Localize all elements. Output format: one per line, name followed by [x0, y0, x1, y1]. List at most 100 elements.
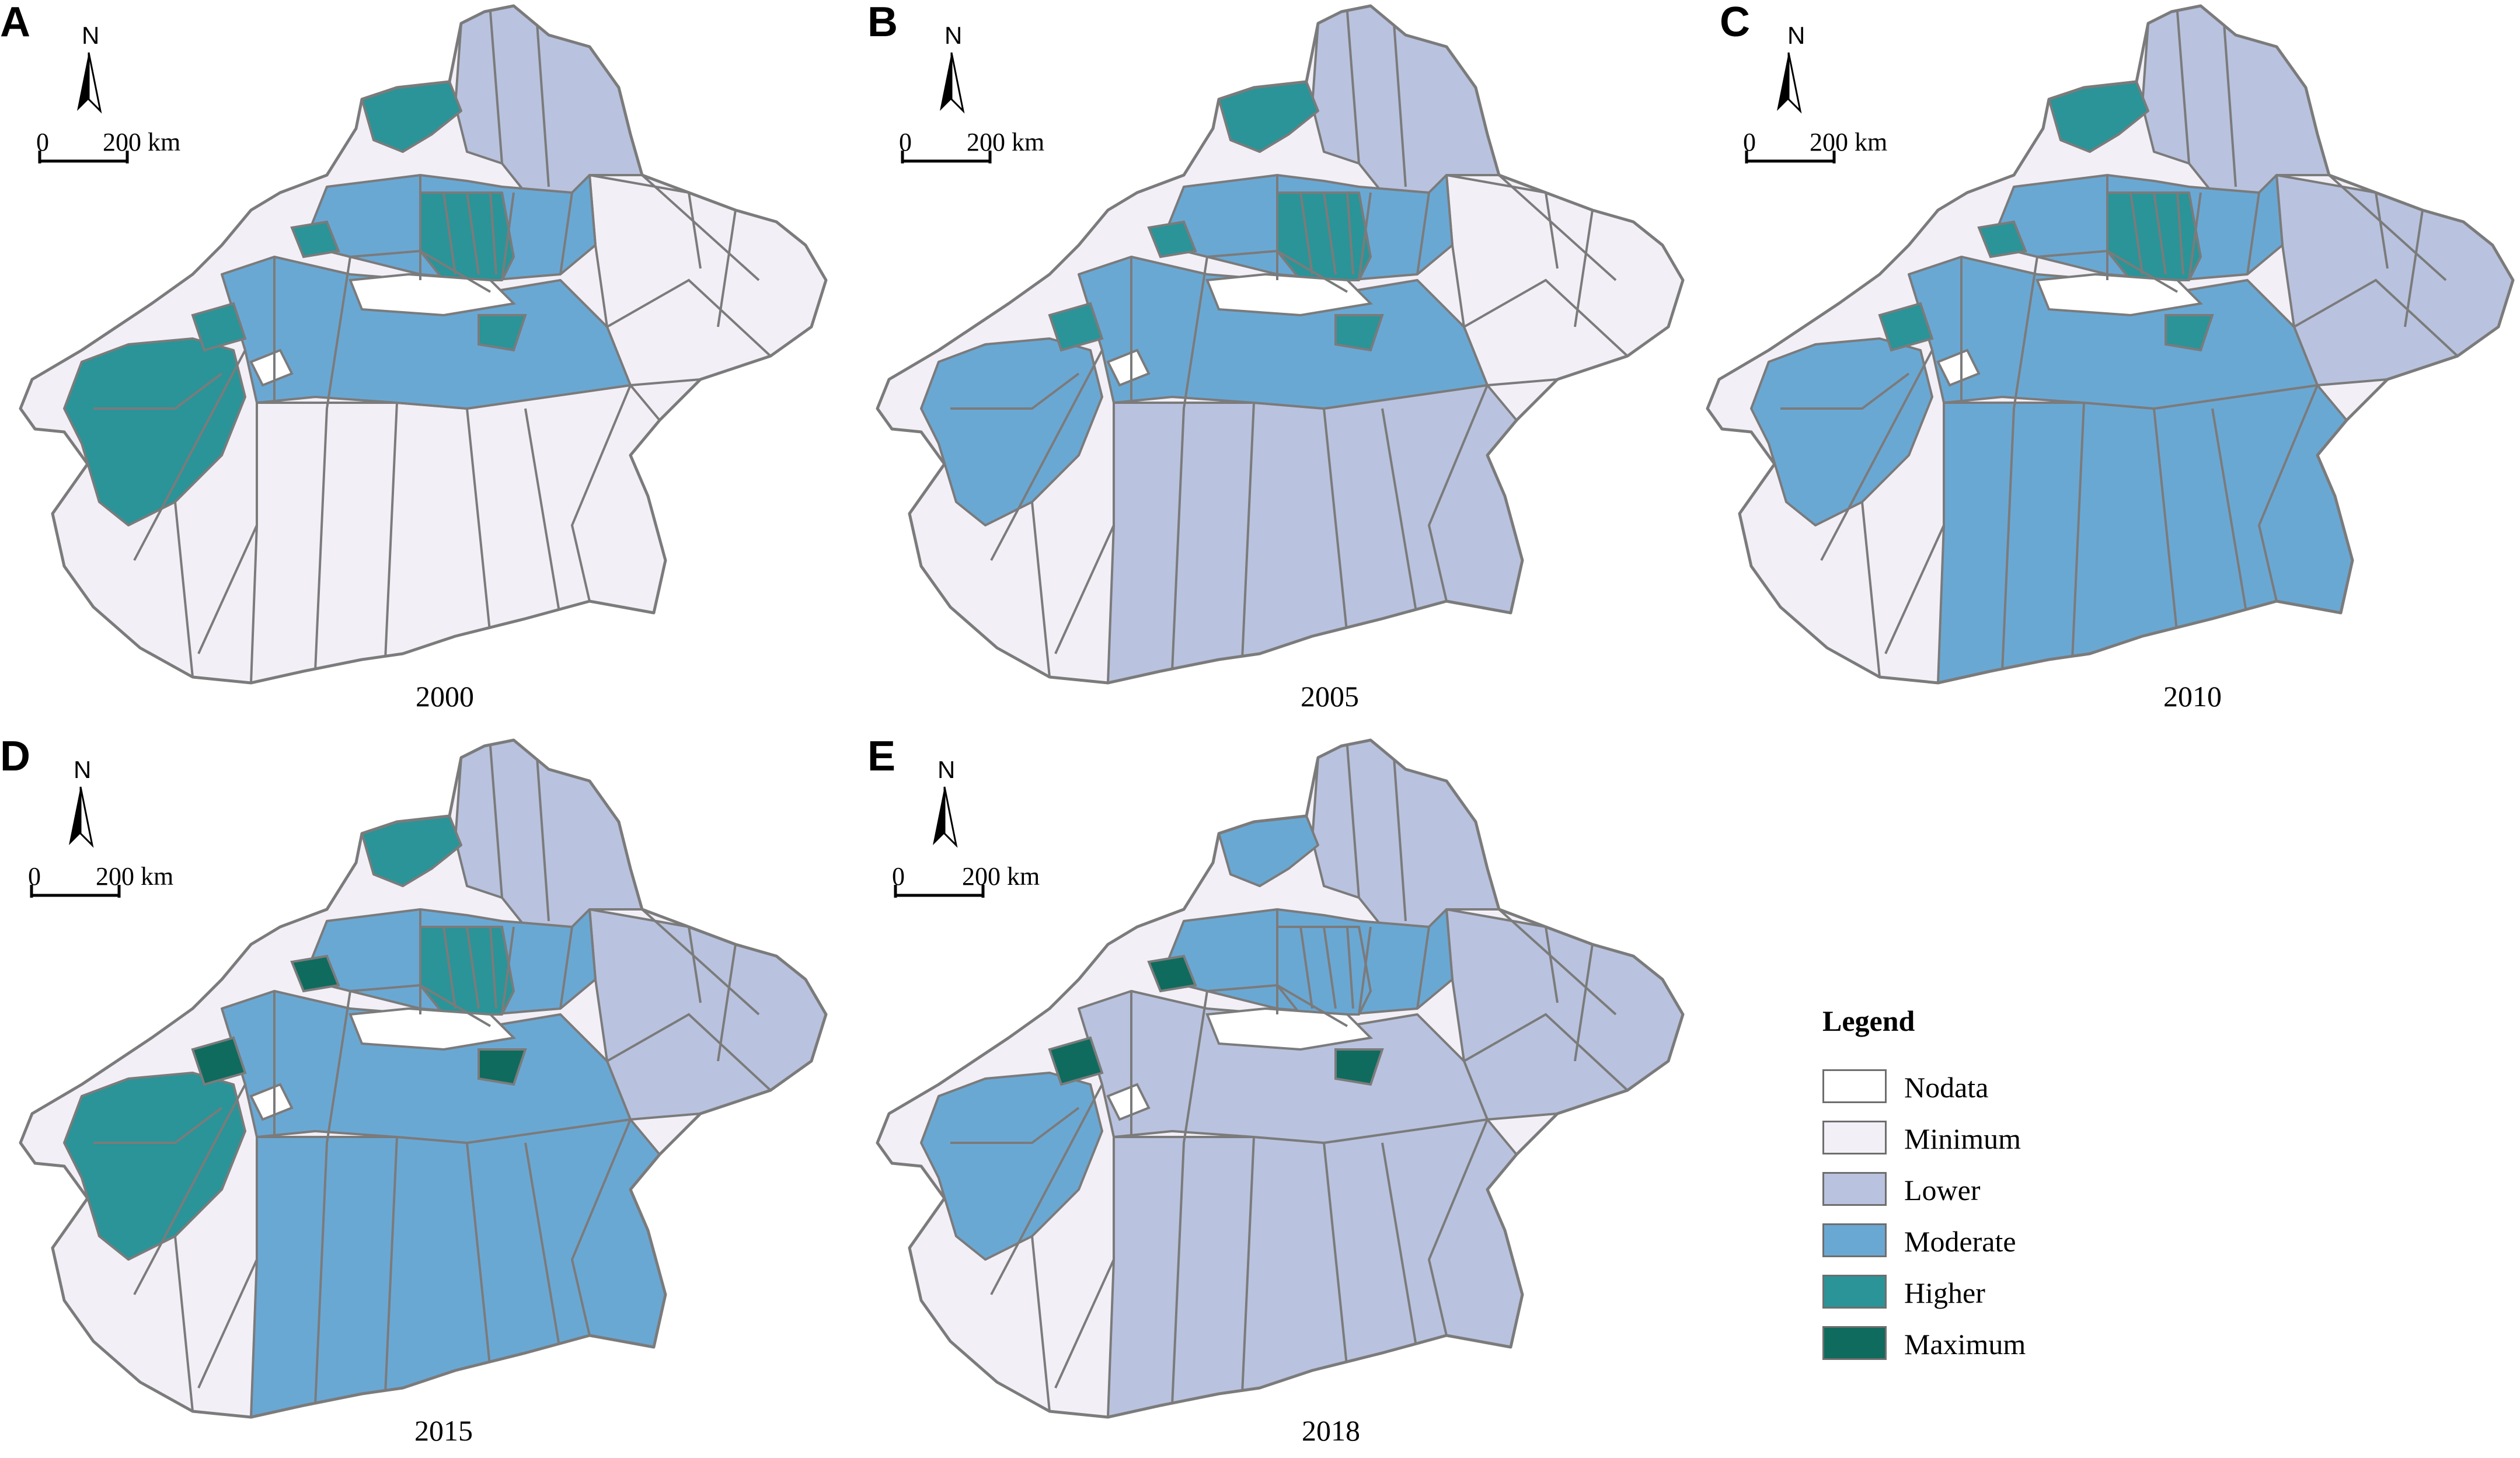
- boundary-line-6: [501, 192, 515, 281]
- boundary-line-2: [1241, 402, 1255, 660]
- map-panel-b: B N 0 200 km 2005: [857, 0, 1698, 724]
- legend-label-higher: Higher: [1904, 1276, 1985, 1309]
- boundary-line-16: [442, 192, 456, 275]
- boundary-line-2: [1241, 1136, 1255, 1394]
- boundary-line-23: [350, 983, 492, 1027]
- legend-swatch-nodata: [1822, 1069, 1887, 1103]
- boundary-line-23: [1207, 983, 1348, 1027]
- boundary-line-6: [501, 926, 515, 1015]
- boundary-line-16: [2129, 192, 2143, 275]
- region-nodata-lake: [1205, 1007, 1374, 1051]
- boundary-line-17: [466, 926, 480, 1009]
- region-south-band: [1937, 384, 2354, 683]
- region-east-band: [588, 174, 826, 386]
- region-nodata-small: [249, 348, 294, 387]
- boundary-line-10: [990, 350, 1103, 561]
- scale-zero-c: 0: [1743, 128, 1756, 156]
- boundary-line-14: [489, 11, 503, 164]
- boundary-line-4: [1427, 1119, 1489, 1336]
- boundary-line-7: [2246, 192, 2260, 275]
- year-label-b: 2005: [1301, 680, 1359, 713]
- boundary-line-14: [489, 745, 503, 898]
- legend-swatch-minimum: [1822, 1121, 1887, 1154]
- boundary-line-21: [524, 1142, 562, 1354]
- map-panel-c: C N 0 200 km 2010: [1693, 0, 2520, 724]
- boundary-line-22: [1498, 908, 1617, 1016]
- boundary-line-1: [2001, 256, 2038, 672]
- boundary-line-10: [133, 350, 246, 561]
- scale-bar: [894, 885, 985, 898]
- panel-letter-b: B: [867, 0, 898, 46]
- boundary-line-21: [1381, 1142, 1418, 1354]
- boundary-line-20: [2404, 210, 2424, 327]
- region-nodata-lake: [348, 273, 517, 317]
- boundary-line-15: [1393, 23, 1407, 187]
- boundary-line-22: [1498, 174, 1617, 281]
- boundary-line-14: [2176, 11, 2190, 164]
- legend-label-lower: Lower: [1904, 1174, 1981, 1206]
- panel-letter-c: C: [1720, 0, 1750, 46]
- boundary-line-17: [466, 192, 480, 275]
- year-label-a: 2000: [416, 680, 474, 713]
- north-label-c: N: [1787, 22, 1806, 49]
- boundary-line-15: [536, 757, 550, 922]
- map-panel-d: D N 0 200 km 2015: [0, 734, 841, 1458]
- boundary-line-14: [1346, 11, 1360, 164]
- boundary-line-9: [1545, 926, 1559, 1003]
- boundary-line-11: [174, 1236, 194, 1412]
- boundary-line-14: [1346, 745, 1360, 898]
- region-central-belt: [1078, 990, 1489, 1144]
- boundary-line-12: [1884, 525, 1945, 654]
- boundary-line-13: [950, 1107, 1080, 1144]
- region-east-band: [588, 908, 826, 1121]
- region-patch-3: [477, 314, 527, 352]
- region-patch-2: [191, 302, 247, 352]
- scale-bar: [38, 151, 129, 163]
- region-central-core: [1276, 191, 1372, 281]
- region-central-core: [2106, 191, 2202, 281]
- region-patch-2: [1048, 1036, 1104, 1086]
- boundary-line-15: [536, 23, 550, 187]
- region-nodata-lake: [2035, 273, 2204, 317]
- boundary-line-13: [93, 372, 223, 410]
- year-label-e: 2018: [1302, 1414, 1360, 1447]
- boundary-line-10: [990, 1084, 1103, 1295]
- region-southwest: [63, 1072, 246, 1261]
- legend-label-maximum: Maximum: [1904, 1328, 2026, 1361]
- boundary-line-15: [2223, 23, 2237, 187]
- boundary-line-16: [1299, 926, 1313, 1009]
- boundary-line-23: [350, 249, 492, 293]
- boundary-line-8: [1463, 1013, 1629, 1091]
- legend-title: Legend: [1822, 1004, 1915, 1037]
- boundary-line-1: [314, 256, 351, 672]
- region-southwest: [1750, 337, 1933, 526]
- scale-distance-c: 200 km: [1810, 128, 1888, 156]
- boundary-line-21: [2211, 408, 2249, 619]
- north-label-b: N: [944, 22, 963, 49]
- map-panel-a: A N 0 200 km 2000: [0, 0, 841, 724]
- boundary-line-16: [1299, 192, 1313, 275]
- boundary-line-20: [717, 210, 737, 327]
- legend-swatch-lower: [1822, 1172, 1887, 1206]
- region-east-band: [2275, 174, 2513, 386]
- boundary-line-7: [559, 926, 573, 1009]
- boundary-line-12: [1054, 1259, 1115, 1389]
- boundary-line-4: [2257, 385, 2319, 602]
- region-patch-3: [477, 1048, 527, 1086]
- map-a: [19, 4, 828, 685]
- panel-letter-d: D: [0, 733, 30, 780]
- region-southwest: [920, 337, 1103, 526]
- boundary-line-3: [2153, 408, 2179, 637]
- region-nodata-small: [1936, 348, 1981, 387]
- scale-distance-d: 200 km: [96, 862, 174, 891]
- map-b: [876, 4, 1685, 685]
- boundary-line-22: [641, 174, 760, 281]
- scale-zero-b: 0: [899, 128, 912, 156]
- region-patch-1: [1977, 220, 2027, 259]
- boundary-line-23: [1207, 249, 1348, 293]
- boundary-line-1: [314, 990, 351, 1406]
- boundary-line-23: [2037, 249, 2179, 293]
- boundary-line-8: [1463, 278, 1629, 357]
- map-outline-d: [19, 738, 828, 1419]
- region-patch-1: [1147, 220, 1197, 259]
